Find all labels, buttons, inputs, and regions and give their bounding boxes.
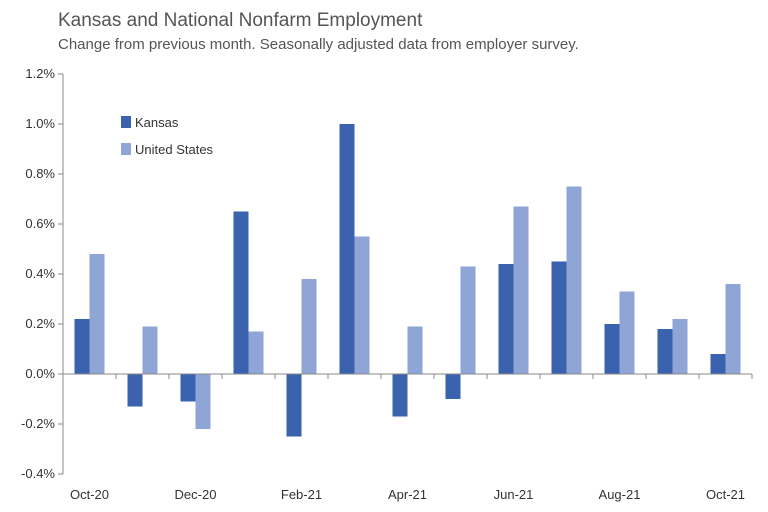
y-tick-label: 1.2% bbox=[25, 66, 55, 81]
bar-kansas bbox=[498, 264, 514, 374]
bar-kansas bbox=[233, 211, 249, 374]
bar-kansas bbox=[657, 329, 673, 374]
bar-united-states bbox=[407, 326, 423, 374]
y-tick-label: 1.0% bbox=[25, 116, 55, 131]
x-tick-label: Apr-21 bbox=[388, 487, 427, 502]
bar-united-states bbox=[460, 266, 476, 374]
bar-kansas bbox=[604, 324, 620, 374]
x-tick-label: Dec-20 bbox=[175, 487, 217, 502]
bar-united-states bbox=[672, 319, 688, 374]
bar-united-states bbox=[619, 291, 635, 374]
chart-title: Kansas and National Nonfarm Employment bbox=[58, 10, 423, 31]
legend-swatch bbox=[121, 116, 131, 128]
bar-united-states bbox=[248, 331, 264, 374]
x-tick-label: Feb-21 bbox=[281, 487, 322, 502]
y-tick-label: -0.2% bbox=[21, 416, 55, 431]
x-tick-label: Aug-21 bbox=[599, 487, 641, 502]
bars bbox=[74, 124, 741, 437]
bar-kansas bbox=[339, 124, 355, 374]
x-tick-label: Oct-21 bbox=[706, 487, 745, 502]
legend-swatch bbox=[121, 143, 131, 155]
y-axis: -0.4% -0.2% 0.0% 0.2% 0.4% 0.6% 0.8% 1.0% 1.2% bbox=[21, 66, 64, 481]
bar-kansas bbox=[286, 374, 302, 437]
chart-subtitle: Change from previous month. Seasonally a… bbox=[58, 36, 579, 53]
bar-kansas bbox=[710, 354, 726, 374]
x-tick-label: Oct-20 bbox=[70, 487, 109, 502]
y-tick-label: 0.6% bbox=[25, 216, 55, 231]
legend-label: United States bbox=[135, 142, 214, 157]
y-tick-label: 0.0% bbox=[25, 366, 55, 381]
bar-kansas bbox=[445, 374, 461, 399]
bar-kansas bbox=[551, 261, 567, 374]
y-tick-label: -0.4% bbox=[21, 466, 55, 481]
bar-kansas bbox=[392, 374, 408, 417]
bar-united-states bbox=[566, 186, 582, 374]
y-tick-label: 0.8% bbox=[25, 166, 55, 181]
legend: Kansas United States bbox=[121, 115, 214, 157]
bar-united-states bbox=[725, 284, 741, 374]
bar-united-states bbox=[89, 254, 105, 374]
x-axis: Oct-20 Dec-20 Feb-21 Apr-21 Jun-21 Aug-21 Oct-… bbox=[62, 373, 753, 502]
bar-united-states bbox=[354, 236, 370, 374]
y-tick-label: 0.2% bbox=[25, 316, 55, 331]
bar-kansas bbox=[127, 374, 143, 407]
bar-united-states bbox=[513, 206, 529, 374]
y-tick-label: 0.4% bbox=[25, 266, 55, 281]
legend-label: Kansas bbox=[135, 115, 179, 130]
bar-united-states bbox=[142, 326, 158, 374]
bar-united-states bbox=[301, 279, 317, 374]
bar-kansas bbox=[180, 374, 196, 402]
x-tick-label: Jun-21 bbox=[494, 487, 534, 502]
bar-united-states bbox=[195, 374, 211, 429]
bar-kansas bbox=[74, 319, 90, 374]
